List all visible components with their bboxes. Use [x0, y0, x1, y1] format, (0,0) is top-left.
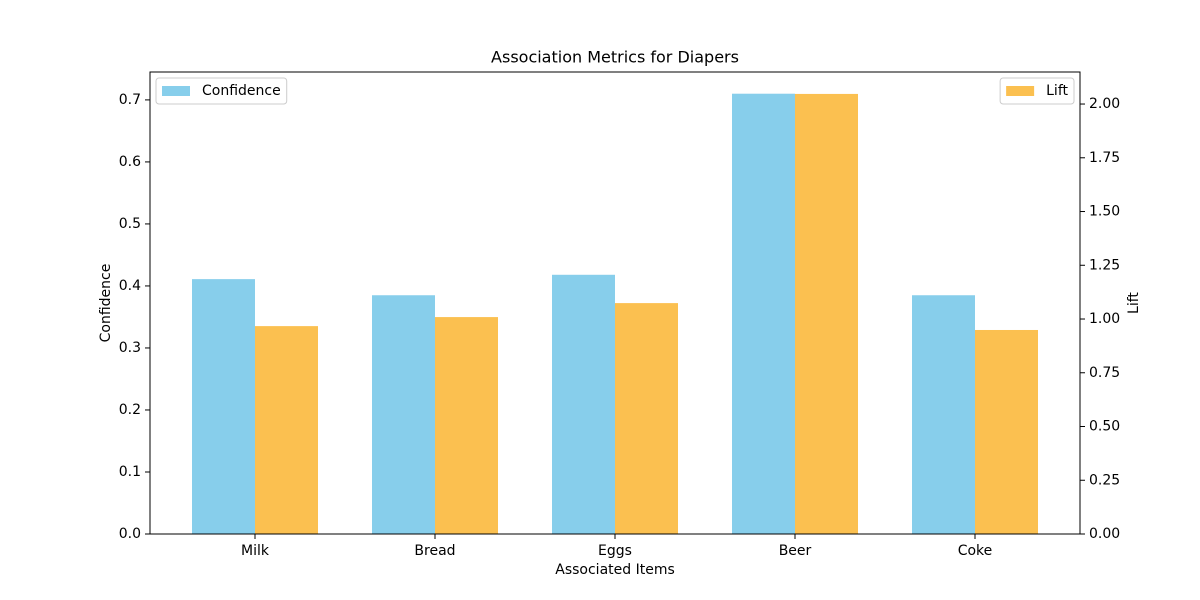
y2-tick-label: 0.75 [1089, 365, 1120, 381]
x-tick-label: Milk [241, 543, 270, 559]
y2-tick-label: 0.50 [1089, 419, 1120, 435]
bar [795, 93, 858, 534]
y-tick-label: 0.4 [119, 278, 141, 294]
y-tick-label: 0.2 [119, 402, 141, 418]
y-tick-label: 0.1 [119, 464, 141, 480]
x-tick-label: Beer [779, 543, 812, 559]
legend-label: Lift [1046, 83, 1068, 99]
bar [975, 329, 1038, 534]
y2-tick-label: 1.00 [1089, 311, 1120, 327]
y-tick-label: 0.7 [119, 92, 141, 108]
y2-axis-label: Lift [1126, 292, 1142, 314]
y-tick-label: 0.3 [119, 340, 141, 356]
legend: Confidence [155, 77, 288, 105]
legend-box [155, 77, 288, 105]
y2-tick-label: 0.00 [1089, 526, 1120, 542]
legend-swatch [162, 86, 190, 96]
y2-tick-label: 1.50 [1089, 204, 1120, 220]
y2-tick-label: 2.00 [1089, 96, 1120, 112]
bar [912, 295, 975, 534]
y-tick-label: 0.6 [119, 154, 141, 170]
plot-frame [149, 71, 1081, 535]
y-axis-label: Confidence [98, 264, 114, 343]
y2-tick-label: 0.25 [1089, 472, 1120, 488]
bar [615, 303, 678, 534]
legend-box [999, 77, 1075, 105]
bar [255, 326, 318, 534]
bar [192, 279, 255, 534]
legend-label: Confidence [202, 83, 281, 99]
x-axis-label: Associated Items [555, 562, 675, 578]
bar [552, 274, 615, 534]
legend-swatch [1006, 86, 1035, 96]
x-tick-label: Bread [414, 543, 455, 559]
x-tick-label: Coke [958, 543, 993, 559]
x-tick-label: Eggs [598, 543, 632, 559]
legend: Lift [999, 77, 1075, 105]
y2-tick-label: 1.25 [1089, 257, 1120, 273]
y2-tick-label: 1.75 [1089, 150, 1120, 166]
y-tick-label: 0.5 [119, 216, 141, 232]
bar [732, 93, 795, 534]
y-tick-label: 0.0 [119, 526, 141, 542]
chart-title: Association Metrics for Diapers [491, 48, 739, 67]
bar [435, 317, 498, 534]
bar [372, 295, 435, 534]
